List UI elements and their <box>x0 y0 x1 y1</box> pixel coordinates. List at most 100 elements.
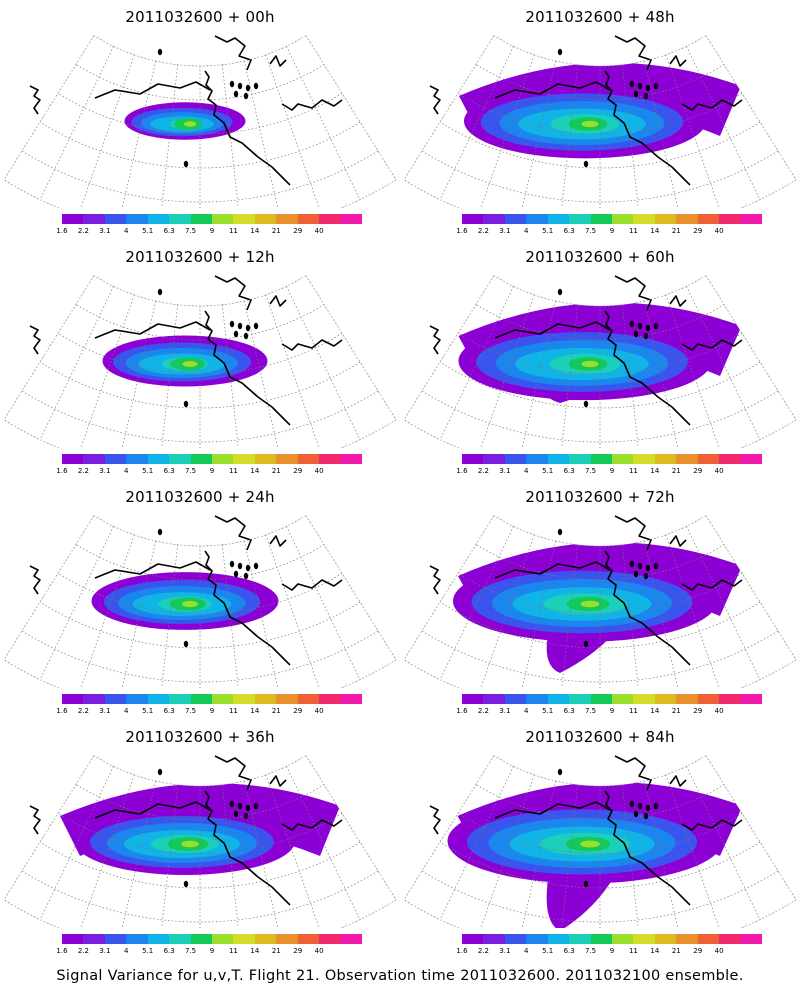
colorbar-segment <box>276 694 298 704</box>
colorbar-segment <box>233 694 255 704</box>
colorbar-tick-label: 40 <box>314 707 324 715</box>
colorbar-segment <box>654 454 677 464</box>
colorbar-segment <box>569 214 591 224</box>
colorbar-segment <box>190 934 212 944</box>
colorbar-tick-label: 3.1 <box>499 227 511 235</box>
colorbar-segment <box>340 934 362 944</box>
graticule <box>403 755 797 928</box>
colorbar-tick-label: 14 <box>650 707 660 715</box>
colorbar-segment <box>462 934 484 944</box>
colorbar-ticks: 1.6 2.2 3.1 4 5.1 6.3 7.5 9 11 14 21 29 40 <box>456 467 762 477</box>
colorbar-tick-label: 4 <box>124 947 129 955</box>
colorbar-segment <box>697 694 720 704</box>
colorbar-tick-label: 29 <box>693 947 703 955</box>
colorbar-tick-label: 9 <box>609 227 615 235</box>
colorbar-tick-label: 14 <box>250 227 260 235</box>
colorbar-segment <box>504 694 527 704</box>
polar-map <box>403 35 797 208</box>
colorbar-tick-label: 7.5 <box>584 707 597 715</box>
forecast-panel: 2011032600 + 00h 1.6 2.2 3.1 4 5.1 6.3 7.5 9 11 14… <box>0 0 400 240</box>
colorbar-segment <box>340 454 362 464</box>
colorbar-tick-label: 5.1 <box>542 227 554 235</box>
colorbar-tick-label: 1.6 <box>456 947 468 955</box>
colorbar-ticks: 1.6 2.2 3.1 4 5.1 6.3 7.5 9 11 14 21 29 40 <box>56 707 362 717</box>
colorbar-tick-label: 1.6 <box>56 947 68 955</box>
colorbar-tick-label: 2.2 <box>77 707 89 715</box>
forecast-panel: 2011032600 + 72h 1.6 2.2 3.1 4 5.1 6.3 7.5 9 11 14… <box>400 480 800 720</box>
colorbar-tick-label: 5.1 <box>142 227 154 235</box>
colorbar-segment <box>719 694 741 704</box>
colorbar-tick-label: 5.1 <box>542 947 554 955</box>
colorbar-segment <box>169 214 191 224</box>
colorbar-segment <box>526 694 548 704</box>
colorbar-tick-label: 4 <box>124 707 129 715</box>
colorbar-segment <box>740 454 762 464</box>
colorbar <box>462 454 762 464</box>
polar-map <box>3 755 397 928</box>
colorbar-segment <box>633 214 655 224</box>
colorbar-tick-label: 29 <box>693 707 703 715</box>
colorbar-segment <box>233 454 255 464</box>
colorbar-segment <box>633 454 655 464</box>
colorbar-ticks: 1.6 2.2 3.1 4 5.1 6.3 7.5 9 11 14 21 29 40 <box>56 947 362 957</box>
colorbar-segment <box>83 694 105 704</box>
colorbar-segment <box>719 934 741 944</box>
colorbar-segment <box>169 694 191 704</box>
colorbar-segment <box>233 214 255 224</box>
colorbar-segment <box>719 454 741 464</box>
colorbar-segment <box>483 694 505 704</box>
colorbar-segment <box>526 934 548 944</box>
panel-title: 2011032600 + 24h <box>125 488 275 506</box>
colorbar-segment <box>697 454 720 464</box>
colorbar-segment <box>147 934 170 944</box>
colorbar-tick-label: 3.1 <box>99 467 111 475</box>
colorbar-segment <box>126 214 148 224</box>
colorbar-tick-label: 40 <box>314 227 324 235</box>
coastline <box>29 275 343 426</box>
variance-field <box>447 782 743 928</box>
colorbar-segment <box>319 454 341 464</box>
coastline <box>429 755 743 906</box>
variance-field <box>102 335 268 387</box>
colorbar-segment <box>104 454 127 464</box>
colorbar-tick-label: 11 <box>628 947 638 955</box>
variance-field <box>453 542 742 673</box>
colorbar-segment <box>319 214 341 224</box>
colorbar-tick-label: 29 <box>293 467 303 475</box>
colorbar-tick-label: 21 <box>671 947 681 955</box>
polar-map <box>3 275 397 448</box>
forecast-panel: 2011032600 + 84h 1.6 2.2 3.1 4 5.1 6.3 7.5 9 11 14… <box>400 720 800 960</box>
colorbar-segment <box>740 214 762 224</box>
colorbar-segment <box>654 934 677 944</box>
colorbar-segment <box>740 694 762 704</box>
variance-field <box>91 572 279 630</box>
colorbar-tick-label: 29 <box>293 707 303 715</box>
colorbar-tick-label: 14 <box>650 947 660 955</box>
colorbar-segment <box>569 934 591 944</box>
colorbar-segment <box>483 454 505 464</box>
colorbar-tick-label: 11 <box>628 227 638 235</box>
colorbar-segment <box>319 934 341 944</box>
polar-map <box>3 35 397 208</box>
coastline <box>29 515 343 666</box>
colorbar-tick-label: 3.1 <box>499 947 511 955</box>
colorbar-segment <box>254 454 277 464</box>
colorbar-tick-label: 2.2 <box>77 467 89 475</box>
colorbar-tick-label: 29 <box>693 227 703 235</box>
colorbar-tick-label: 9 <box>209 467 215 475</box>
colorbar-tick-label: 3.1 <box>99 227 111 235</box>
colorbar-tick-label: 11 <box>228 707 238 715</box>
colorbar-tick-label: 1.6 <box>456 707 468 715</box>
colorbar-tick-label: 9 <box>209 707 215 715</box>
colorbar-tick-label: 21 <box>271 707 281 715</box>
colorbar-tick-label: 6.3 <box>563 227 575 235</box>
colorbar-segment <box>483 934 505 944</box>
panel-title: 2011032600 + 48h <box>525 8 675 26</box>
colorbar-tick-label: 6.3 <box>563 947 575 955</box>
colorbar-tick-label: 1.6 <box>56 227 68 235</box>
colorbar-segment <box>169 454 191 464</box>
colorbar-tick-label: 9 <box>609 707 615 715</box>
colorbar-segment <box>654 214 677 224</box>
colorbar <box>462 214 762 224</box>
colorbar-tick-label: 2.2 <box>477 947 489 955</box>
